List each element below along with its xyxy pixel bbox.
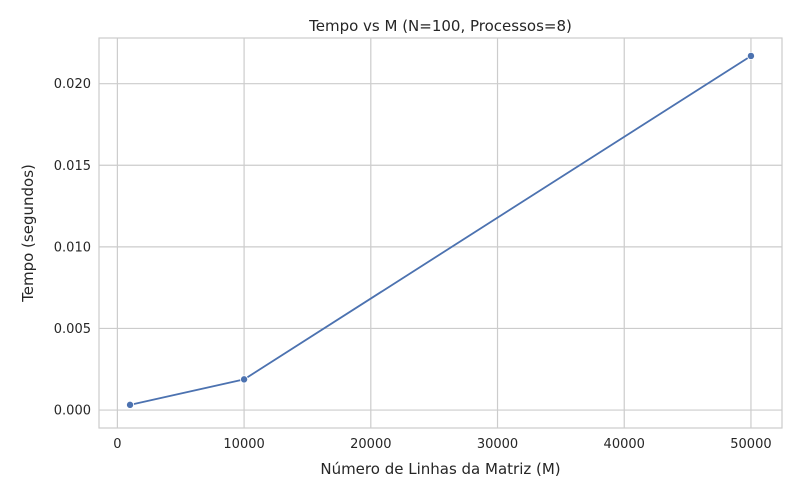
y-tick-label: 0.020 [54, 77, 91, 92]
x-tick-label: 20000 [350, 437, 391, 452]
x-axis-label: Número de Linhas da Matriz (M) [320, 460, 560, 478]
plot-frame [98, 37, 783, 429]
x-tick-labels: 0 10000 20000 30000 40000 50000 [113, 437, 771, 452]
x-tick-label: 0 [113, 437, 121, 452]
data-point [240, 375, 249, 384]
x-tick-label: 50000 [730, 437, 771, 452]
data-point [126, 400, 135, 409]
y-tick-label: 0.005 [54, 322, 91, 337]
y-axis-label: Tempo (segundos) [19, 164, 37, 303]
data-point [746, 51, 755, 60]
y-tick-label: 0.000 [54, 404, 91, 419]
chart-title: Tempo vs M (N=100, Processos=8) [308, 17, 572, 35]
y-tick-label: 0.015 [54, 159, 91, 174]
x-tick-label: 40000 [604, 437, 645, 452]
x-tick-label: 30000 [477, 437, 518, 452]
grid [99, 38, 782, 428]
series-layer [126, 51, 755, 409]
x-tick-label: 10000 [223, 437, 264, 452]
y-tick-label: 0.010 [54, 240, 91, 255]
y-tick-labels: 0.000 0.005 0.010 0.015 0.020 [54, 77, 91, 418]
